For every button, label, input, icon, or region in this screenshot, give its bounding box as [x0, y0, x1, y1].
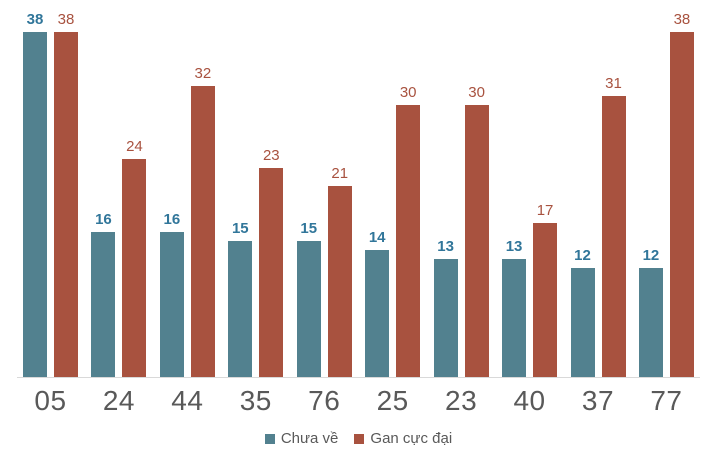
- bar-column: 14: [365, 229, 390, 377]
- bar-column: 23: [259, 147, 284, 377]
- bar-column: 30: [464, 84, 489, 377]
- bar-group: 13 30: [433, 84, 489, 377]
- bar-column: 24: [122, 138, 147, 377]
- bar-value-label: 13: [437, 238, 454, 255]
- bar-gan-cuc-dai[interactable]: [259, 168, 284, 377]
- bar-group: 12 38: [638, 11, 694, 377]
- bar-value-label: 24: [126, 138, 143, 155]
- bar-value-label: 23: [262, 147, 280, 164]
- bar-group: 16 24: [91, 138, 147, 377]
- bar-gan-cuc-dai[interactable]: [669, 32, 694, 377]
- bar-gan-cuc-dai[interactable]: [396, 105, 421, 377]
- legend-swatch-icon: [354, 433, 365, 444]
- bar-group: 38 38: [23, 12, 78, 377]
- bar-value-label: 12: [574, 247, 591, 264]
- bar-chua-ve[interactable]: [228, 241, 253, 377]
- bar-value-label: 16: [163, 211, 181, 228]
- bar-value-label: 31: [605, 75, 622, 92]
- bar-column: 21: [327, 165, 352, 377]
- legend: Chưa về Gan cực đại: [0, 430, 717, 447]
- bar-gan-cuc-dai[interactable]: [601, 96, 626, 377]
- legend-item-gan-cuc-dai[interactable]: Gan cực đại: [354, 430, 452, 447]
- bar-column: 38: [23, 12, 47, 377]
- bar-value-label: 14: [368, 229, 386, 246]
- bar-column: 15: [228, 220, 253, 377]
- bar-chua-ve[interactable]: [23, 32, 47, 377]
- bar-chua-ve[interactable]: [296, 241, 321, 377]
- bar-value-label: 38: [673, 11, 691, 28]
- bar-column: 32: [190, 65, 215, 377]
- legend-label: Chưa về: [280, 430, 339, 447]
- bar-gan-cuc-dai[interactable]: [533, 223, 558, 377]
- bar-column: 15: [296, 220, 321, 377]
- x-axis-label: 25: [376, 385, 409, 416]
- bar-gan-cuc-dai[interactable]: [327, 186, 352, 377]
- bar-value-label: 32: [194, 65, 212, 82]
- legend-label: Gan cực đại: [370, 430, 453, 447]
- bar-column: 38: [669, 11, 694, 377]
- bar-group: 16 32: [159, 65, 215, 377]
- bar-value-label: 15: [300, 220, 318, 237]
- x-axis: 05 24 44 35 76 25 23 40 37 77: [17, 378, 700, 417]
- x-axis-label: 24: [102, 385, 136, 416]
- bar-column: 13: [502, 238, 527, 377]
- bar-group: 15 23: [228, 147, 284, 377]
- legend-item-chua-ve[interactable]: Chưa về: [264, 430, 339, 447]
- bar-value-label: 30: [399, 84, 417, 101]
- bar-column: 17: [533, 202, 558, 377]
- bar-value-label: 15: [231, 220, 249, 237]
- bar-group: 14 30: [365, 84, 421, 377]
- bar-chua-ve[interactable]: [570, 268, 595, 377]
- bar-chua-ve[interactable]: [638, 268, 663, 377]
- bar-group: 13 17: [502, 202, 558, 377]
- bar-chua-ve[interactable]: [365, 250, 390, 377]
- bar-gan-cuc-dai[interactable]: [464, 105, 489, 377]
- bar-gan-cuc-dai[interactable]: [54, 32, 78, 377]
- bar-value-label: 38: [57, 11, 75, 28]
- bar-column: 38: [54, 12, 78, 377]
- x-axis-label: 76: [308, 385, 341, 416]
- bar-value-label: 30: [468, 84, 485, 101]
- bar-group: 12 31: [570, 75, 626, 377]
- x-axis-label: 37: [581, 385, 615, 416]
- bar-value-label: 13: [505, 238, 523, 255]
- x-axis-label: 44: [171, 385, 204, 416]
- bar-chua-ve[interactable]: [433, 259, 458, 377]
- bar-gan-cuc-dai[interactable]: [190, 86, 215, 377]
- bar-column: 31: [601, 75, 626, 377]
- bar-column: 12: [570, 247, 595, 377]
- x-axis-label: 77: [650, 385, 683, 416]
- x-axis-label: 35: [239, 385, 272, 416]
- plot-area: 38 38 16 24 16 32 15 23 15 21 14 30 13 30 13 17 12 31 12 38: [17, 0, 700, 378]
- bar-column: 12: [638, 247, 663, 377]
- x-axis-label: 40: [513, 385, 546, 416]
- bar-value-label: 12: [642, 247, 660, 264]
- bar-value-label: 21: [331, 165, 349, 182]
- bar-gan-cuc-dai[interactable]: [122, 159, 147, 377]
- x-axis-label: 05: [34, 385, 67, 416]
- bar-value-label: 38: [26, 11, 44, 28]
- x-axis-label: 23: [445, 385, 478, 416]
- bar-chua-ve[interactable]: [159, 232, 184, 377]
- legend-swatch-icon: [264, 433, 275, 444]
- bar-column: 13: [433, 238, 458, 377]
- bar-column: 16: [159, 211, 184, 377]
- bar-chua-ve[interactable]: [502, 259, 527, 377]
- bar-column: 16: [91, 211, 116, 377]
- bar-column: 30: [396, 84, 421, 377]
- bar-group: 15 21: [296, 165, 352, 377]
- bar-value-label: 17: [536, 202, 554, 219]
- bar-chua-ve[interactable]: [91, 232, 116, 377]
- bar-value-label: 16: [95, 211, 112, 228]
